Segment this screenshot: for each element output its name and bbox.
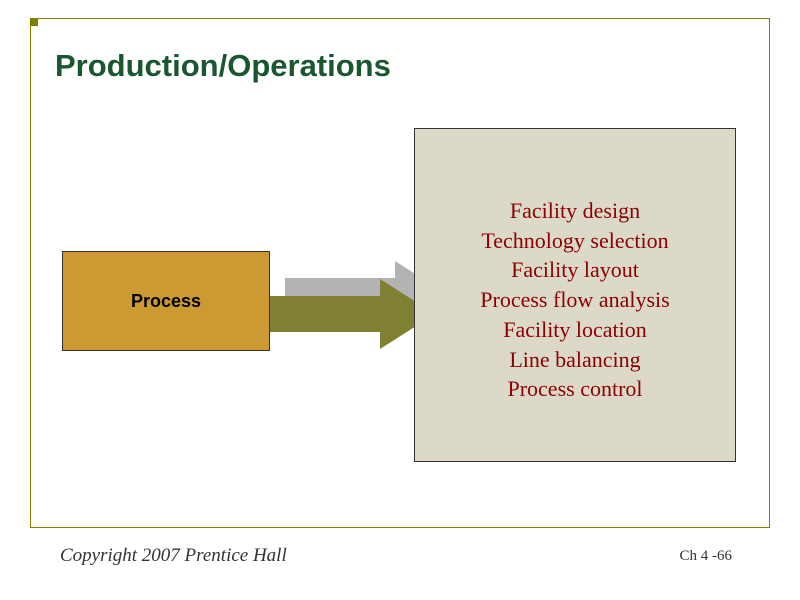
detail-item: Facility location	[503, 315, 647, 345]
frame-corner-accent	[30, 18, 38, 26]
detail-item: Facility design	[510, 196, 640, 226]
detail-box: Facility design Technology selection Fac…	[414, 128, 736, 462]
page-number: Ch 4 -66	[680, 548, 733, 565]
detail-item: Process control	[507, 374, 642, 404]
detail-item: Line balancing	[509, 345, 640, 375]
copyright-text: Copyright 2007 Prentice Hall	[60, 545, 287, 567]
page-title: Production/Operations	[55, 48, 391, 84]
process-box: Process	[62, 251, 270, 351]
process-label: Process	[131, 291, 201, 312]
detail-item: Facility layout	[511, 255, 639, 285]
detail-item: Technology selection	[481, 226, 668, 256]
detail-item: Process flow analysis	[480, 285, 669, 315]
